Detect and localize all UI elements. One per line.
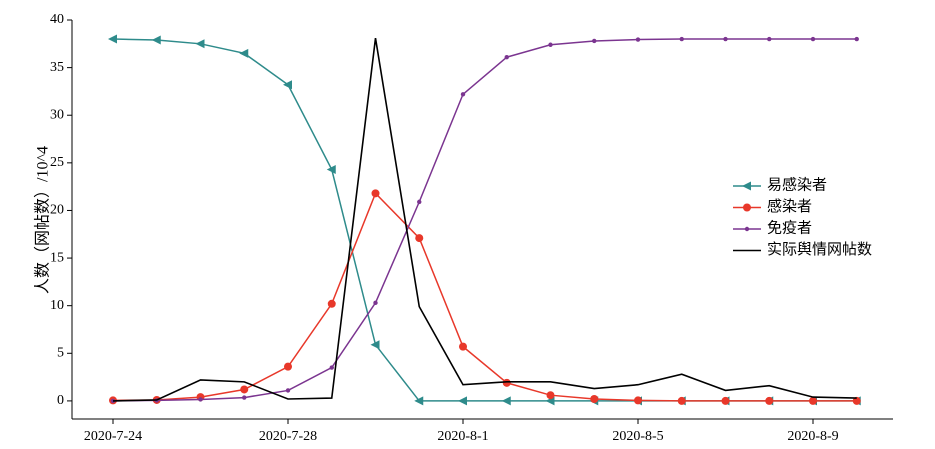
point — [723, 36, 728, 42]
series-line — [112, 38, 857, 402]
point — [108, 34, 117, 44]
point — [765, 396, 774, 405]
point — [592, 38, 597, 44]
y-tick-label: 40 — [50, 12, 64, 27]
point — [198, 397, 203, 402]
point — [285, 388, 291, 393]
series-line — [112, 37, 857, 402]
point — [458, 396, 467, 406]
point — [151, 35, 161, 45]
point — [239, 48, 249, 58]
point — [329, 365, 334, 370]
legend-label: 免疫者 — [767, 219, 812, 236]
point — [854, 36, 859, 42]
point — [371, 189, 380, 198]
y-tick-label: 15 — [50, 250, 64, 265]
point — [767, 36, 772, 42]
y-tick-label: 25 — [50, 155, 64, 170]
point — [284, 362, 292, 371]
x-tick-label: 2020-7-24 — [84, 429, 142, 444]
y-tick-label: 5 — [57, 346, 64, 361]
legend-marker — [744, 226, 750, 232]
y-tick-label: 10 — [50, 298, 64, 313]
point — [546, 391, 555, 400]
point — [242, 395, 247, 400]
series-line — [112, 191, 857, 402]
series-line — [112, 38, 857, 402]
point — [414, 396, 424, 406]
y-axis-label: 人数（网帖数）/10^4 — [34, 146, 52, 294]
legend-label: 实际舆情网帖数 — [767, 241, 872, 258]
y-tick-label: 20 — [50, 203, 64, 218]
point — [283, 80, 292, 90]
y-tick-label: 35 — [50, 60, 64, 75]
legend-label: 感染者 — [767, 198, 812, 215]
point — [852, 396, 861, 405]
point — [677, 396, 686, 405]
point — [460, 92, 466, 97]
point — [635, 37, 641, 42]
point — [417, 199, 422, 205]
point — [590, 395, 599, 404]
point — [809, 396, 817, 405]
point — [634, 396, 642, 405]
point — [459, 342, 467, 351]
point — [548, 42, 553, 47]
x-tick-label: 2020-8-5 — [612, 429, 663, 444]
point — [501, 396, 511, 406]
point — [679, 36, 684, 42]
point — [370, 340, 380, 350]
point — [502, 378, 511, 387]
point — [415, 234, 424, 243]
point — [326, 165, 336, 175]
legend-marker — [742, 181, 751, 191]
x-tick-label: 2020-8-1 — [437, 429, 488, 444]
point — [327, 299, 336, 308]
point — [721, 396, 730, 405]
point — [373, 300, 378, 306]
point — [240, 385, 249, 394]
x-tick-label: 2020-7-28 — [259, 429, 317, 444]
point — [195, 39, 205, 49]
legend-marker — [743, 203, 751, 212]
x-tick-label: 2020-8-9 — [787, 429, 838, 444]
y-tick-label: 30 — [50, 107, 64, 122]
legend-label: 易感染者 — [767, 176, 827, 193]
point — [504, 54, 509, 60]
point — [810, 36, 816, 42]
y-tick-label: 0 — [57, 393, 64, 408]
